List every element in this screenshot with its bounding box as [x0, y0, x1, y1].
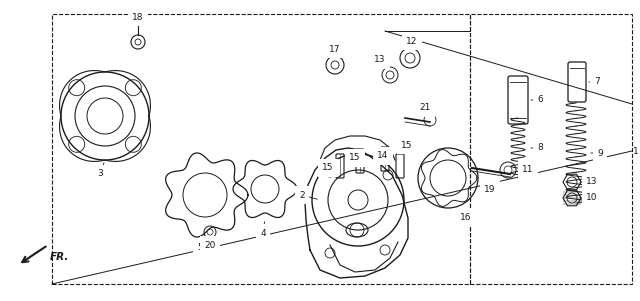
- Text: 11: 11: [522, 166, 534, 175]
- Text: 8: 8: [537, 144, 543, 153]
- Text: 17: 17: [329, 45, 340, 54]
- Text: 15: 15: [401, 141, 413, 150]
- Text: FR.: FR.: [50, 252, 69, 262]
- Text: 15: 15: [323, 163, 333, 172]
- Text: 13: 13: [586, 178, 598, 187]
- Text: 4: 4: [260, 228, 266, 237]
- Text: 16: 16: [460, 213, 472, 222]
- Text: 6: 6: [537, 95, 543, 104]
- Text: 1: 1: [633, 147, 639, 156]
- Text: 21: 21: [419, 104, 431, 113]
- Text: 13: 13: [374, 55, 386, 64]
- Text: 15: 15: [349, 154, 361, 163]
- Text: 10: 10: [586, 194, 598, 203]
- Text: 5: 5: [197, 243, 203, 252]
- Text: 7: 7: [594, 77, 600, 86]
- Text: 3: 3: [97, 169, 103, 178]
- Text: 20: 20: [204, 240, 216, 250]
- Text: 12: 12: [406, 36, 418, 45]
- Text: 18: 18: [132, 13, 144, 21]
- Text: 14: 14: [378, 151, 388, 160]
- Text: 2: 2: [299, 191, 305, 200]
- Text: 9: 9: [597, 148, 603, 157]
- Text: 19: 19: [484, 185, 496, 194]
